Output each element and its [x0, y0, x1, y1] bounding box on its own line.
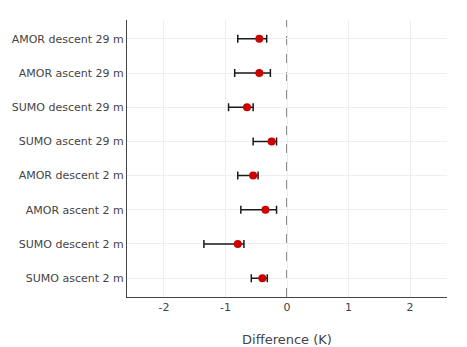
- svg-text:SUMO descent 2 m: SUMO descent 2 m: [19, 238, 124, 251]
- svg-text:2: 2: [407, 301, 414, 314]
- svg-text:SUMO ascent 2 m: SUMO ascent 2 m: [26, 272, 124, 285]
- svg-text:Difference (K): Difference (K): [242, 332, 332, 347]
- svg-text:AMOR ascent 29 m: AMOR ascent 29 m: [19, 67, 124, 80]
- svg-text:-1: -1: [220, 301, 231, 314]
- svg-text:SUMO ascent 29 m: SUMO ascent 29 m: [19, 135, 124, 148]
- svg-text:AMOR descent 29 m: AMOR descent 29 m: [12, 33, 124, 46]
- svg-text:1: 1: [345, 301, 352, 314]
- svg-text:AMOR descent 2 m: AMOR descent 2 m: [19, 169, 124, 182]
- svg-text:0: 0: [284, 301, 291, 314]
- svg-text:AMOR ascent 2 m: AMOR ascent 2 m: [26, 204, 124, 217]
- svg-text:SUMO descent 29 m: SUMO descent 29 m: [12, 101, 124, 114]
- svg-text:-2: -2: [158, 301, 169, 314]
